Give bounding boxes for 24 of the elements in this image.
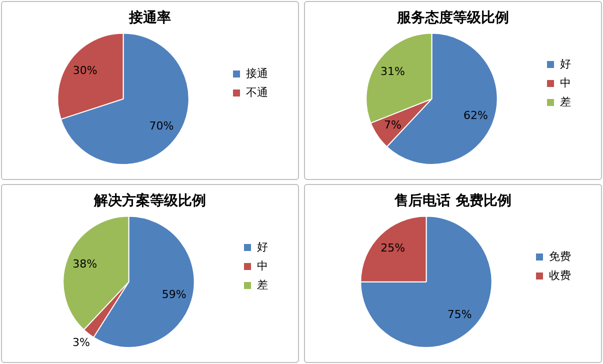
legend-label: 好 (560, 57, 571, 70)
data-label: 62% (463, 109, 488, 122)
chart-title: 服务态度等级比例 (396, 9, 509, 26)
legend-label: 中 (560, 76, 571, 90)
data-label: 30% (72, 64, 98, 77)
legend-label: 收费 (549, 268, 571, 282)
data-label: 38% (72, 257, 98, 270)
data-label: 75% (447, 308, 472, 322)
data-label: 7% (384, 118, 402, 132)
legend-label: 好 (257, 240, 268, 254)
legend-label: 中 (257, 259, 268, 272)
data-label: 25% (380, 241, 406, 254)
chart-title: 接通率 (128, 9, 171, 26)
data-label: 31% (380, 65, 405, 78)
legend-label: 差 (560, 95, 571, 108)
chart-title: 售后电话 免费比例 (394, 192, 512, 210)
data-label: 59% (162, 288, 186, 301)
data-label: 3% (72, 336, 90, 350)
legend-label: 差 (257, 278, 268, 292)
chart-title: 解决方案等级比例 (93, 192, 206, 210)
legend-label: 不通 (246, 86, 268, 99)
legend-label: 接通 (246, 66, 268, 80)
data-label: 70% (149, 120, 174, 133)
legend-label: 免费 (549, 250, 571, 263)
